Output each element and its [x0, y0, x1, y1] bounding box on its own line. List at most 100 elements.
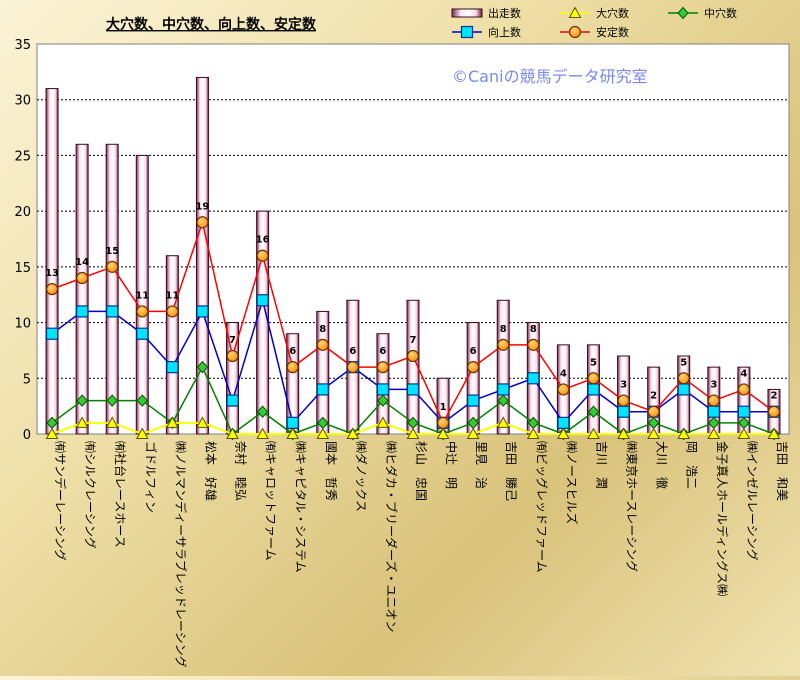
- series-point: [767, 405, 781, 418]
- series-point: [497, 383, 510, 396]
- series-point: [677, 372, 690, 385]
- data-label: 8: [319, 324, 326, 335]
- series-point: [677, 427, 691, 439]
- series-point: [76, 394, 88, 407]
- data-label: 19: [195, 201, 209, 212]
- series-point: [737, 405, 750, 418]
- data-label: 13: [45, 268, 59, 279]
- series-point: [316, 338, 329, 351]
- series-point: [406, 349, 420, 363]
- bar: [105, 143, 119, 435]
- y-axis-ticks: 0 5 10 15 20 25 30 35: [14, 38, 31, 443]
- series-point: [346, 361, 359, 374]
- series-point: [286, 427, 300, 439]
- chart-title: 大穴数、中穴数、向上数、安定数: [106, 16, 317, 33]
- series-point: [256, 405, 269, 418]
- series-point: [346, 427, 360, 439]
- legend-item: 中穴数: [668, 6, 737, 20]
- series-point: [136, 394, 148, 407]
- data-label: 7: [410, 335, 417, 346]
- series-point: [647, 427, 660, 439]
- series-point: [256, 427, 269, 439]
- series-point: [45, 427, 59, 439]
- bar: [75, 143, 89, 435]
- series-point: [136, 327, 149, 340]
- series-point: [76, 271, 89, 285]
- x-tick-label: ゴドルフィン: [143, 441, 158, 513]
- series-point: [256, 294, 269, 307]
- x-tick-label: ㈲ビッグレッドファーム: [534, 441, 548, 573]
- x-tick-label: ㈱ダノックス: [354, 441, 369, 512]
- series-point: [196, 416, 209, 428]
- data-label: 3: [710, 380, 717, 391]
- series-point: [587, 383, 600, 396]
- series-point: [617, 427, 630, 439]
- y-tick-label: 30: [14, 94, 31, 109]
- legend-label: 中穴数: [704, 6, 737, 20]
- data-label: 14: [75, 257, 89, 268]
- line-series: [45, 216, 781, 441]
- series-triangle: [45, 416, 781, 439]
- legend-marker: [677, 6, 689, 20]
- x-tick-label: 吉田 和美: [775, 441, 789, 501]
- x-tick-label: ㈱ヒダカ・ブリーダーズ・ユニオン: [384, 441, 399, 632]
- series-point: [196, 305, 209, 318]
- series-point: [526, 427, 540, 439]
- y-tick-label: 20: [14, 205, 31, 220]
- data-label: 2: [770, 391, 777, 402]
- data-label: 8: [500, 324, 507, 335]
- data-label: 5: [590, 357, 597, 368]
- bar: [496, 299, 510, 435]
- series-point: [497, 338, 510, 351]
- series-point: [166, 361, 179, 374]
- x-tick-label: 杉山 忠国: [414, 441, 428, 501]
- y-tick-label: 15: [14, 261, 31, 276]
- x-tick-label: ㈱ノースヒルズ: [564, 441, 579, 524]
- x-tick-label: 吉川 潤: [594, 441, 608, 489]
- data-label: 4: [560, 368, 567, 379]
- series-point: [557, 383, 570, 396]
- series-point: [466, 427, 480, 439]
- series-point: [557, 416, 570, 429]
- legend-item: 出走数: [451, 6, 521, 20]
- series-point: [45, 327, 59, 340]
- y-tick-label: 35: [14, 38, 31, 53]
- x-tick-label: 吉田 勝己: [504, 441, 519, 501]
- data-label: 7: [229, 335, 236, 346]
- series-point: [436, 427, 450, 439]
- x-tick-label: 奈村 睦弘: [234, 441, 248, 501]
- legend-label: 大穴数: [596, 6, 629, 20]
- x-axis-labels: ㈲サンデーレーシング ㈲シルクレーシング ㈲社台レースホース ゴドルフィン ㈱ノルマンデ…: [53, 441, 789, 668]
- watermark: ©Caniの競馬データ研究室: [452, 67, 648, 86]
- legend-label: 出走数: [488, 6, 521, 20]
- x-tick-label: ㈱東京ホースレーシング: [625, 441, 639, 572]
- x-tick-label: ㈲シルクレーシング: [83, 441, 97, 549]
- data-label: 11: [165, 290, 179, 301]
- series-point: [166, 416, 179, 428]
- series-point: [316, 427, 330, 439]
- legend-label: 向上数: [488, 25, 521, 39]
- data-label: 3: [620, 380, 627, 391]
- x-tick-label: ㈲社台レースホース: [113, 441, 128, 548]
- x-tick-label: ㈱キャピタル・システム: [294, 441, 308, 573]
- x-tick-label: 中辻 明: [444, 441, 459, 489]
- series-point: [196, 360, 209, 374]
- series-circle: [45, 216, 781, 429]
- series-point: [707, 405, 720, 418]
- x-tick-label: ㈲サンデーレーシング: [53, 441, 68, 561]
- legend-label: 安定数: [596, 25, 629, 39]
- legend-marker: [568, 6, 582, 18]
- series-point: [256, 249, 269, 262]
- series-point: [316, 383, 329, 396]
- data-label: 6: [379, 346, 386, 357]
- series-point: [707, 394, 720, 407]
- series-point: [226, 394, 239, 407]
- legend-item: 安定数: [560, 25, 629, 39]
- y-tick-label: 25: [14, 149, 31, 164]
- series-point: [136, 305, 149, 318]
- bar: [45, 88, 59, 435]
- x-tick-label: ㈱インゼルレーシング: [745, 441, 759, 561]
- series-point: [286, 416, 299, 429]
- data-label: 16: [256, 235, 270, 246]
